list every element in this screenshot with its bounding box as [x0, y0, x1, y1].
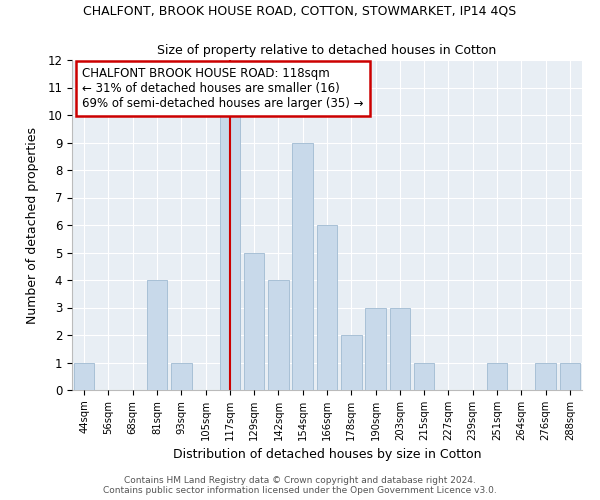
Bar: [171, 362, 191, 390]
Bar: [414, 362, 434, 390]
Bar: [365, 308, 386, 390]
Text: CHALFONT, BROOK HOUSE ROAD, COTTON, STOWMARKET, IP14 4QS: CHALFONT, BROOK HOUSE ROAD, COTTON, STOW…: [83, 5, 517, 18]
Bar: [341, 335, 362, 390]
Bar: [146, 280, 167, 390]
Bar: [389, 308, 410, 390]
Bar: [292, 142, 313, 390]
Bar: [560, 362, 580, 390]
Bar: [244, 252, 265, 390]
Text: Contains HM Land Registry data © Crown copyright and database right 2024.
Contai: Contains HM Land Registry data © Crown c…: [103, 476, 497, 495]
X-axis label: Distribution of detached houses by size in Cotton: Distribution of detached houses by size …: [173, 448, 481, 462]
Bar: [74, 362, 94, 390]
Bar: [487, 362, 508, 390]
Bar: [317, 225, 337, 390]
Text: CHALFONT BROOK HOUSE ROAD: 118sqm
← 31% of detached houses are smaller (16)
69% : CHALFONT BROOK HOUSE ROAD: 118sqm ← 31% …: [82, 66, 364, 110]
Bar: [535, 362, 556, 390]
Bar: [268, 280, 289, 390]
Y-axis label: Number of detached properties: Number of detached properties: [26, 126, 39, 324]
Title: Size of property relative to detached houses in Cotton: Size of property relative to detached ho…: [157, 44, 497, 58]
Bar: [220, 115, 240, 390]
